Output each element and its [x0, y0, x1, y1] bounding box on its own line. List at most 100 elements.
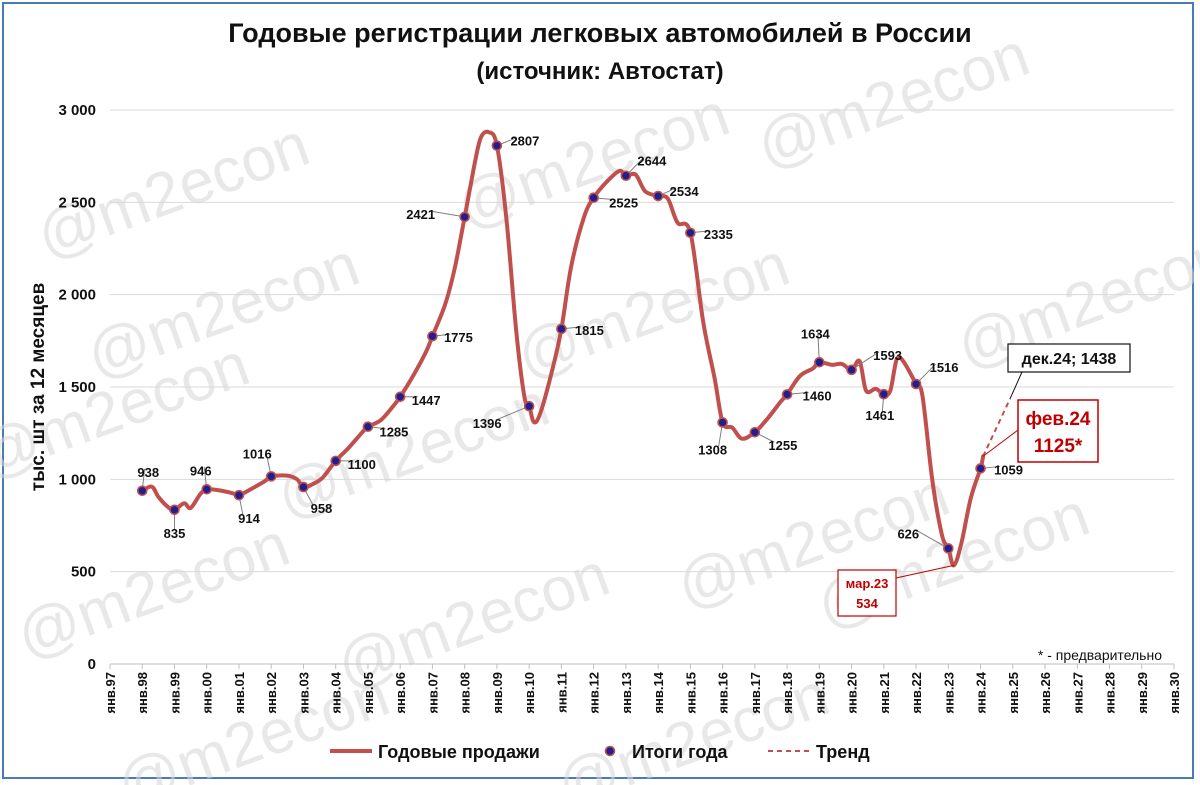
y-tick-label: 500 [71, 564, 96, 581]
x-tick-label: янв.29 [1135, 672, 1150, 714]
data-label-leader [428, 210, 465, 218]
x-tick-label: янв.18 [780, 672, 795, 714]
marker-itogi-goda [169, 504, 180, 516]
x-tick-label: янв.25 [1006, 672, 1021, 714]
annotation-leader [895, 564, 954, 579]
marker-itogi-goda [846, 364, 857, 376]
watermark-text: @m2econ [108, 660, 398, 785]
data-label: 938 [137, 465, 159, 480]
x-tick-label: янв.09 [490, 672, 505, 714]
x-tick-label: янв.03 [296, 672, 311, 714]
data-label: 1775 [444, 330, 473, 345]
annotation-text: 1125* [1034, 436, 1083, 457]
x-tick-label: янв.21 [877, 672, 892, 714]
x-tick-label: янв.00 [200, 672, 215, 714]
data-label: 2525 [609, 196, 638, 211]
x-tick-label: янв.15 [683, 672, 698, 714]
marker-itogi-goda [362, 421, 374, 433]
marker-itogi-goda [330, 455, 341, 467]
x-tick-label: янв.12 [587, 672, 602, 714]
x-tick-label: янв.19 [812, 672, 827, 714]
y-tick-label: 2 000 [58, 287, 96, 304]
marker-itogi-goda [814, 356, 825, 368]
x-tick-label: янв.06 [393, 672, 408, 714]
marker-itogi-goda [943, 543, 954, 554]
watermark-text: @m2econ [8, 510, 298, 672]
x-tick-label: янв.14 [651, 671, 666, 713]
marker-itogi-goda [878, 388, 890, 400]
marker-itogi-goda [717, 417, 728, 428]
x-tick-label: янв.08 [458, 672, 473, 714]
data-label: 1396 [473, 416, 502, 431]
data-label: 1461 [865, 408, 894, 423]
marker-itogi-goda [394, 391, 406, 403]
x-tick-label: янв.10 [522, 672, 537, 714]
marker-itogi-goda [265, 471, 277, 482]
data-label: 1100 [348, 457, 376, 472]
annotation-leader [982, 429, 1019, 457]
x-tick-label: янв.97 [103, 672, 118, 714]
y-tick-label: 1 000 [58, 471, 96, 488]
y-tick-label: 3 000 [58, 102, 96, 119]
marker-itogi-goda [556, 323, 567, 335]
y-axis-label: тыс. шт за 12 месяцев [28, 283, 49, 491]
x-tick-label: янв.05 [361, 672, 376, 714]
data-label: 958 [311, 501, 333, 516]
marker-itogi-goda [298, 481, 309, 493]
data-label: 2644 [637, 154, 667, 169]
series-line-trend [982, 398, 1012, 457]
watermark-text: @m2econ [28, 110, 318, 272]
x-tick-label: янв.24 [974, 671, 989, 713]
legend-label: Годовые продажи [378, 742, 540, 762]
data-label: 1447 [412, 393, 441, 408]
data-label: 626 [897, 526, 919, 541]
data-label: 1634 [801, 326, 831, 341]
watermark-text: @m2econ [748, 20, 1038, 182]
marker-itogi-goda [975, 463, 986, 474]
annotation-text: мар.23 [846, 576, 889, 591]
data-label: 2335 [704, 227, 733, 242]
annotation-text: дек.24; 1438 [1022, 351, 1117, 368]
data-label-leader [916, 529, 949, 549]
data-label: 835 [164, 526, 186, 541]
annotation-box-forecast [1007, 343, 1131, 373]
data-label: 1059 [994, 462, 1023, 477]
marker-itogi-goda [588, 192, 599, 204]
annotation-box-current [1017, 399, 1099, 463]
x-tick-label: янв.22 [909, 672, 924, 714]
x-tick-label: янв.99 [167, 672, 182, 714]
x-tick-label: янв.02 [264, 672, 279, 714]
data-label: 1016 [243, 446, 272, 461]
data-label: 1308 [698, 442, 727, 457]
x-tick-label: янв.28 [1103, 672, 1118, 714]
marker-itogi-goda [749, 426, 761, 438]
x-tick-label: янв.20 [845, 672, 860, 714]
x-tick-label: янв.17 [748, 672, 763, 714]
legend-swatch-marker [604, 745, 616, 757]
x-tick-label: янв.07 [425, 672, 440, 714]
footnote: * - предварительно [1038, 647, 1162, 663]
marker-itogi-goda [523, 400, 535, 412]
marker-itogi-goda [685, 227, 696, 239]
data-label-leader [851, 351, 880, 371]
marker-itogi-goda [459, 211, 470, 223]
watermark-text: @m2econ [448, 80, 738, 242]
legend-label: Итоги года [632, 742, 729, 762]
marker-itogi-goda [233, 489, 245, 501]
marker-itogi-goda [136, 485, 148, 497]
data-label: 1593 [873, 348, 902, 363]
x-tick-label: янв.26 [1038, 672, 1053, 714]
chart-title: Годовые регистрации легковых автомобилей… [228, 18, 972, 48]
data-label: 946 [190, 463, 212, 478]
x-tick-label: янв.01 [232, 672, 247, 714]
x-tick-label: янв.27 [1070, 672, 1085, 714]
x-tick-label: янв.16 [716, 672, 731, 714]
x-tick-label: янв.04 [329, 671, 344, 713]
marker-itogi-goda [781, 389, 793, 400]
marker-itogi-goda [910, 378, 922, 390]
marker-itogi-goda [620, 170, 632, 182]
data-label-leader [817, 330, 820, 363]
annotation-box-min [837, 569, 897, 617]
x-tick-label: янв.23 [941, 672, 956, 714]
